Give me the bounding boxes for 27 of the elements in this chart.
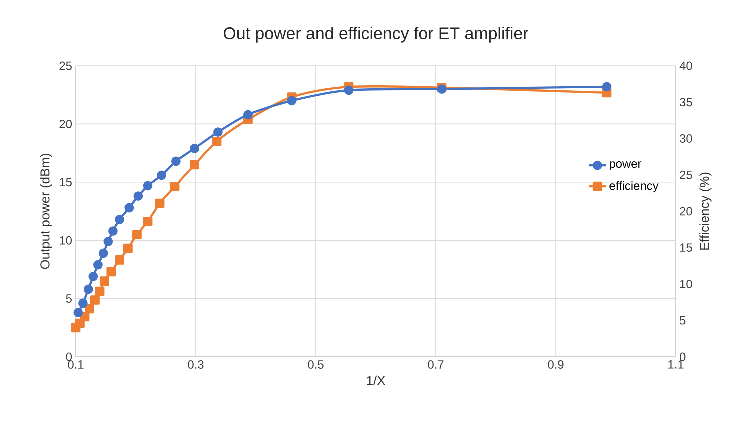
legend-label: power — [610, 162, 642, 170]
y-tick-label: 5 — [66, 294, 72, 303]
y-tick-label: 25 — [60, 62, 72, 70]
y2-tick-label: 15 — [680, 244, 692, 252]
y2-tick-label: 20 — [680, 207, 692, 216]
y2-tick-label: 5 — [680, 316, 686, 325]
legend-label: efficiency — [610, 181, 659, 193]
y-axis-title: Output power (dBm) — [40, 154, 52, 270]
y2-tick-label: 10 — [680, 280, 692, 288]
y2-tick-label: 0 — [680, 352, 686, 362]
y2-tick-label: 40 — [680, 62, 692, 70]
x-tick-label: 0.3 — [188, 360, 204, 369]
x-tick-label: 0.7 — [428, 360, 444, 369]
x-axis-title: 1/X — [367, 376, 386, 386]
chart-title: Out power and efficiency for ET amplifier — [224, 27, 528, 43]
y2-axis-title: Efficiency (%) — [700, 172, 712, 250]
x-tick-label: 0.5 — [308, 360, 324, 369]
x-tick-label: 1.1 — [668, 360, 684, 369]
y-tick-label: 10 — [60, 236, 72, 245]
y-tick-label: 0 — [66, 352, 72, 362]
y-tick-label: 15 — [60, 178, 72, 187]
y2-tick-label: 30 — [680, 134, 692, 143]
y2-tick-label: 25 — [680, 170, 692, 180]
y-tick-label: 20 — [60, 120, 72, 128]
y2-tick-label: 35 — [680, 98, 692, 107]
x-tick-label: 0.9 — [548, 360, 564, 369]
x-tick-label: 0.1 — [68, 360, 84, 369]
